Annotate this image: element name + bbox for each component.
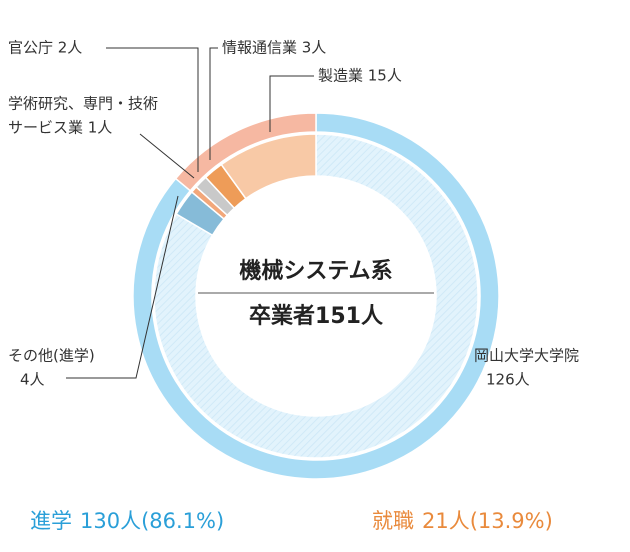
segment-label: 情報通信業 3人 xyxy=(222,39,326,57)
leader-line xyxy=(66,195,179,379)
summary-name: 就職 xyxy=(372,509,414,533)
summary-label: 進学 130人(86.1%) xyxy=(30,509,224,533)
leader-line xyxy=(139,133,195,179)
outer-segment xyxy=(132,112,500,480)
summary-value: 130人(86.1%) xyxy=(80,509,224,533)
summary-label: 就職 21人(13.9%) xyxy=(372,509,553,533)
segment-label: 4人 xyxy=(20,371,45,389)
rings xyxy=(132,112,500,480)
outer-segment xyxy=(174,112,317,192)
leader-line xyxy=(269,75,314,132)
inner-segment xyxy=(220,133,317,200)
inner-segment xyxy=(153,133,479,459)
segment-label: 学術研究、専門・技術 xyxy=(8,95,158,113)
center-subtitle: 卒業者151人 xyxy=(249,303,383,329)
segment-label: 製造業 15人 xyxy=(318,67,402,85)
segment-label: サービス業 1人 xyxy=(8,119,112,137)
center-title: 機械システム系 xyxy=(239,259,392,284)
segment-label: その他(進学) xyxy=(8,347,95,365)
segment-label: 126人 xyxy=(486,371,530,389)
leader-line xyxy=(209,47,218,160)
leader-line xyxy=(106,47,199,172)
summary-value: 21人(13.9%) xyxy=(422,509,553,533)
segment-label: 岡山大学大学院 xyxy=(474,347,579,365)
segment-label: 官公庁 2人 xyxy=(8,39,82,57)
summary-name: 進学 xyxy=(30,509,72,533)
